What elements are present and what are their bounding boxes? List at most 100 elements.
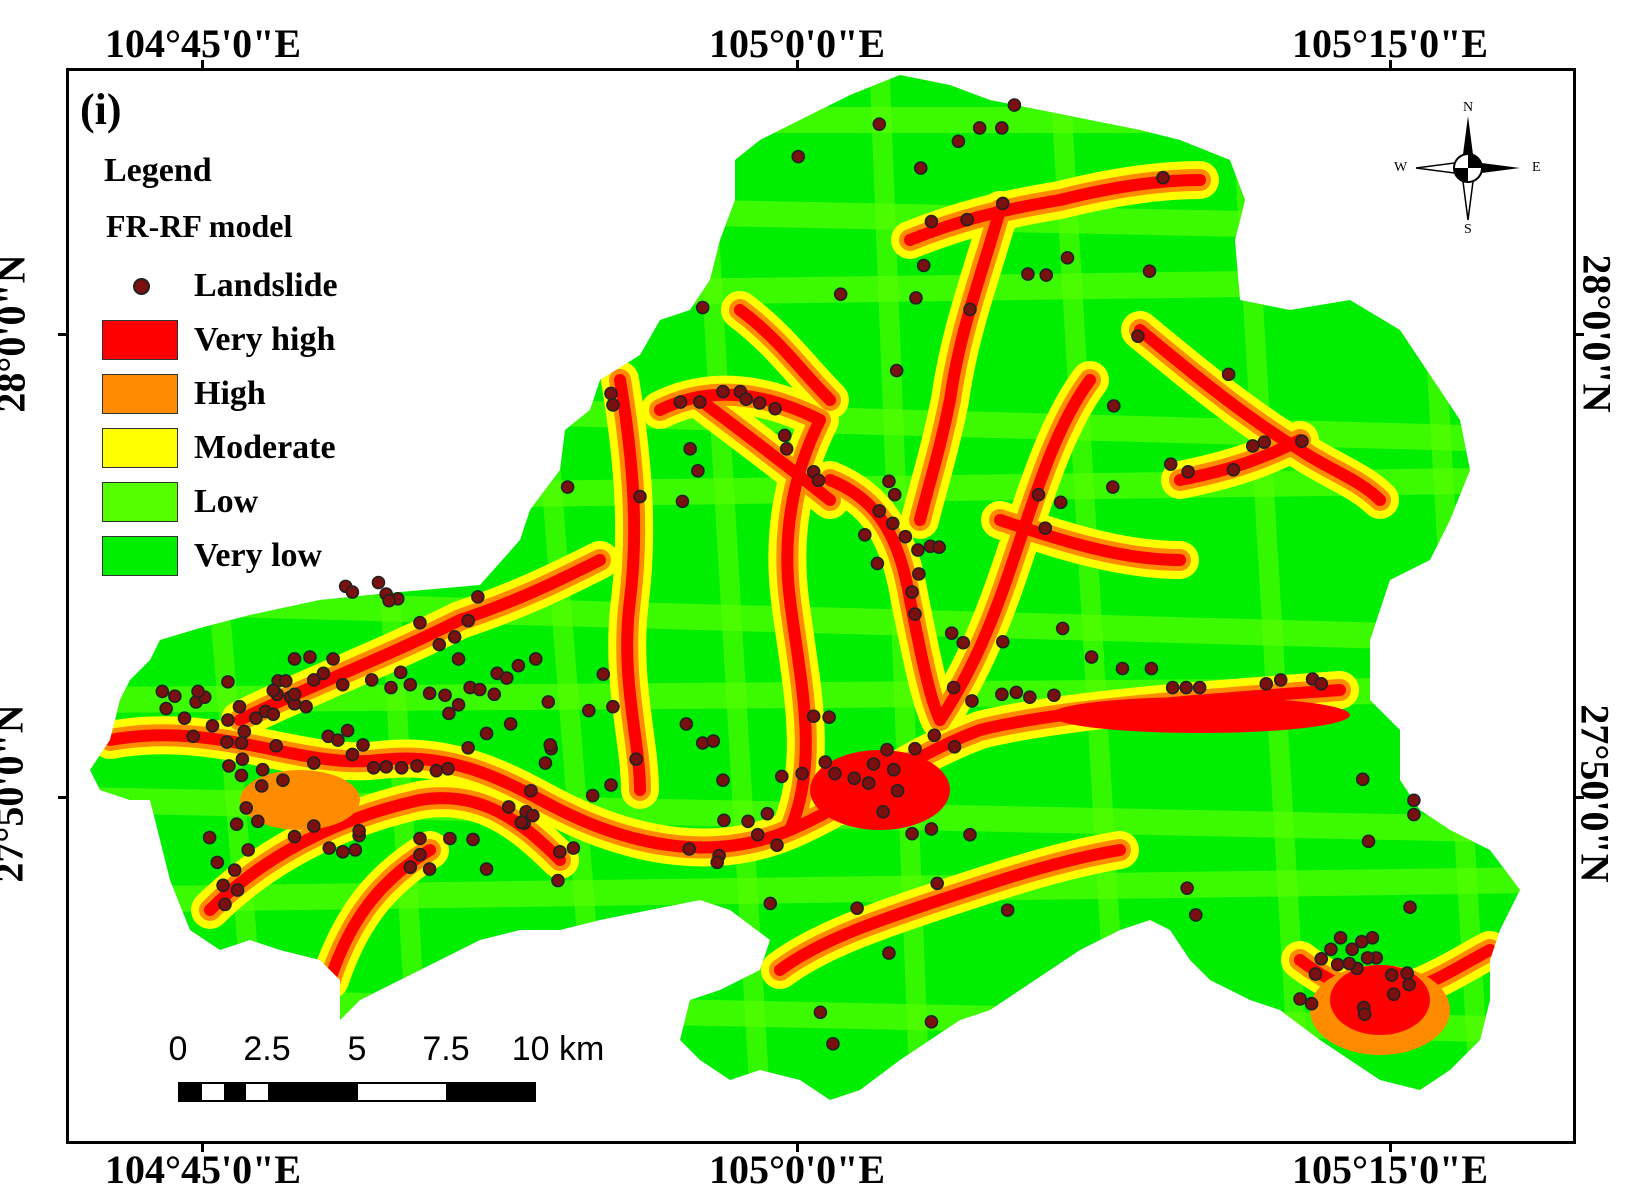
landslide-point bbox=[451, 652, 466, 666]
landslide-point bbox=[806, 709, 821, 724]
legend-item-very-high: Very high bbox=[102, 313, 338, 367]
landslide-point bbox=[514, 815, 529, 830]
landslide-point bbox=[1407, 807, 1421, 822]
landslide-point bbox=[210, 855, 225, 870]
tick bbox=[1574, 796, 1584, 799]
landslide-point bbox=[303, 650, 317, 664]
landslide-point bbox=[882, 946, 896, 960]
tick bbox=[1389, 60, 1392, 70]
landslide-point bbox=[779, 442, 794, 456]
landslide-point bbox=[606, 699, 620, 714]
bottom-lon-label-2: 105°0'0"E bbox=[709, 1147, 885, 1192]
landslide-point bbox=[234, 736, 249, 750]
landslide-point bbox=[1400, 966, 1414, 980]
landslide-point bbox=[230, 883, 245, 897]
map-frame bbox=[66, 68, 1576, 1144]
landslide-point bbox=[1131, 329, 1145, 343]
landslide-point bbox=[795, 766, 809, 781]
landslide-point bbox=[850, 901, 864, 916]
landslide-point bbox=[675, 494, 690, 509]
landslide-point bbox=[403, 860, 418, 874]
legend-landslide-label: Landslide bbox=[194, 267, 338, 304]
landslide-point bbox=[255, 762, 270, 777]
landslide-point bbox=[847, 771, 862, 786]
landslide-point bbox=[716, 384, 730, 399]
landslide-point bbox=[946, 680, 961, 695]
landslide-point bbox=[1165, 680, 1180, 695]
landslide-point bbox=[524, 783, 538, 798]
landslide-point bbox=[384, 680, 398, 695]
landslide-point bbox=[885, 516, 900, 531]
landslide-point bbox=[944, 626, 959, 640]
landslide-point bbox=[501, 800, 516, 814]
landslide-point bbox=[870, 556, 885, 571]
landslide-point bbox=[413, 847, 427, 862]
landslide-point bbox=[1181, 464, 1195, 479]
bottom-lon-label-1: 104°45'0"E bbox=[105, 1147, 301, 1192]
landslide-point bbox=[963, 827, 977, 842]
landslide-point bbox=[905, 826, 919, 841]
landslide-point bbox=[828, 766, 842, 781]
landslide-point bbox=[739, 392, 753, 406]
scale-labels: 0 2.5 5 7.5 10 km bbox=[169, 1030, 605, 1070]
landslide-point bbox=[429, 763, 444, 778]
landslide-point bbox=[306, 673, 321, 687]
landslide-point bbox=[229, 817, 244, 831]
landslide-point bbox=[479, 726, 494, 741]
landslide-point bbox=[221, 675, 235, 689]
landslide-point bbox=[177, 711, 192, 725]
landslide-point bbox=[348, 843, 363, 857]
landslide-point bbox=[279, 674, 293, 688]
panel-label: (i) bbox=[80, 85, 122, 134]
landslide-point bbox=[1361, 834, 1376, 849]
landslide-point bbox=[1354, 934, 1369, 949]
landslide-point bbox=[695, 300, 710, 315]
landslide-point bbox=[1245, 439, 1260, 453]
legend-label-very-low: Very low bbox=[194, 537, 323, 574]
compass-n: N bbox=[1463, 100, 1474, 115]
landslide-point bbox=[266, 683, 281, 698]
landslide-point bbox=[227, 863, 242, 877]
landslide-point bbox=[322, 841, 337, 855]
landslide-point bbox=[1384, 968, 1399, 982]
top-lon-label-3: 105°15'0"E bbox=[1292, 21, 1488, 66]
landslide-point bbox=[1308, 967, 1323, 981]
tick bbox=[201, 60, 204, 70]
landslide-point bbox=[1060, 251, 1075, 265]
legend-label-low: Low bbox=[194, 483, 259, 520]
landslide-point bbox=[750, 827, 765, 842]
landslide-point bbox=[235, 752, 250, 767]
landslide-point bbox=[872, 117, 887, 131]
landslide-point bbox=[924, 1015, 939, 1029]
landslide-point bbox=[503, 717, 518, 731]
landslide-point bbox=[287, 652, 302, 666]
landslide-point bbox=[1273, 673, 1288, 687]
landslide-point bbox=[276, 773, 290, 788]
landslide-point bbox=[965, 694, 979, 708]
bottom-lon-label-3: 105°15'0"E bbox=[1292, 1147, 1488, 1192]
landslide-point bbox=[326, 652, 340, 666]
landslide-point bbox=[682, 842, 696, 856]
landslide-point bbox=[269, 739, 283, 753]
landslide-point bbox=[1386, 987, 1401, 1001]
landslide-point bbox=[1192, 680, 1207, 695]
landslide-point bbox=[706, 734, 721, 748]
swatch-very-low bbox=[102, 536, 178, 576]
landslide-point bbox=[826, 1037, 840, 1051]
landslide-point bbox=[777, 428, 792, 443]
landslide-point bbox=[716, 773, 730, 788]
landslide-point bbox=[833, 287, 848, 301]
landslide-point bbox=[410, 759, 424, 773]
landslide-point bbox=[461, 613, 476, 628]
landslide-point bbox=[692, 395, 707, 409]
landslide-point bbox=[1403, 900, 1417, 915]
landslide-point bbox=[1106, 480, 1120, 494]
landslide-point bbox=[543, 738, 558, 752]
landslide-point bbox=[299, 699, 313, 714]
landslide-point bbox=[1038, 521, 1053, 535]
landslide-point bbox=[560, 480, 575, 494]
landslide-point bbox=[345, 747, 360, 762]
landslide-point bbox=[1053, 495, 1068, 510]
legend-subtitle: FR-RF model bbox=[106, 208, 293, 244]
landslide-point bbox=[604, 386, 618, 401]
